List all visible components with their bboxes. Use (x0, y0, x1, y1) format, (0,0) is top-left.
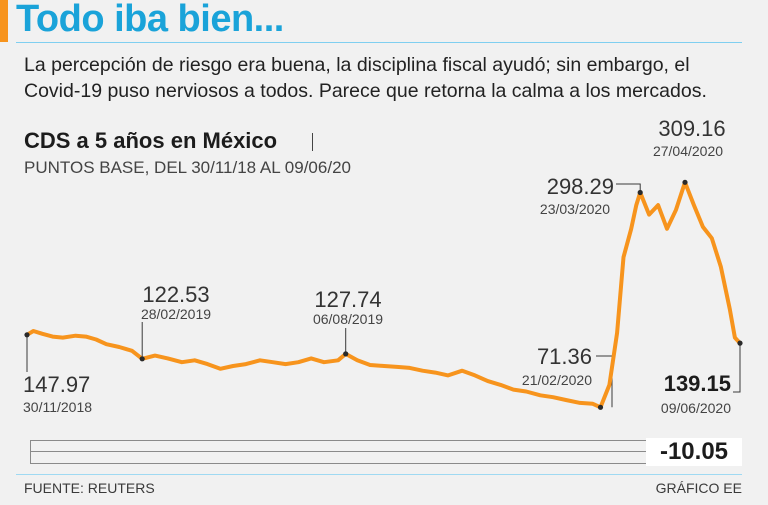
annotation-value-start: 147.97 (23, 372, 90, 397)
annotation-point-4 (637, 189, 643, 196)
annotation-value-feb2020: 71.36 (537, 344, 592, 369)
annotation-value-latest: 139.15 (664, 371, 731, 396)
change-value: -10.05 (646, 438, 742, 466)
annotation-leader-4 (616, 183, 641, 193)
annotation-value-mar2020: 298.29 (547, 174, 614, 199)
bottom-rule (16, 474, 742, 475)
annotation-value-feb2019: 122.53 (142, 282, 209, 307)
chart-title: CDS a 5 años en México (24, 128, 278, 153)
annotation-date-mar2020: 23/03/2020 (540, 201, 610, 217)
annotation-value-aug2019: 127.74 (314, 287, 381, 312)
accent-bar (0, 0, 8, 42)
annotation-point-1 (139, 356, 145, 362)
cds-series-line (25, 180, 742, 410)
annotation-value-apr2020: 309.16 (658, 116, 725, 141)
annotation-date-aug2019: 06/08/2019 (313, 311, 383, 327)
credit-note: GRÁFICO EE (655, 480, 742, 496)
annotation-date-feb2019: 28/02/2019 (141, 306, 211, 322)
annotation-date-latest: 09/06/2020 (661, 400, 731, 416)
title-mark (312, 133, 313, 151)
chart-subtitle: PUNTOS BASE, DEL 30/11/18 AL 09/06/20 (24, 158, 351, 177)
annotation-date-feb2020: 21/02/2020 (522, 372, 592, 388)
annotation-point-3 (597, 404, 604, 410)
annotation-point-5 (682, 179, 688, 185)
change-track (30, 440, 646, 464)
annotation-leader-5 (733, 343, 741, 393)
source-note: FUENTE: REUTERS (24, 480, 155, 496)
annotation-markers (24, 179, 743, 410)
top-rule (16, 42, 742, 43)
annotation-date-start: 30/11/2018 (23, 399, 92, 415)
subtitle: La percepción de riesgo era buena, la di… (24, 54, 707, 102)
annotation-date-apr2020: 27/04/2020 (653, 143, 723, 159)
annotation-point-0 (24, 332, 30, 338)
annotation-point-6 (737, 340, 743, 346)
annotation-point-2 (343, 351, 349, 357)
headline: Todo iba bien... (16, 0, 284, 40)
